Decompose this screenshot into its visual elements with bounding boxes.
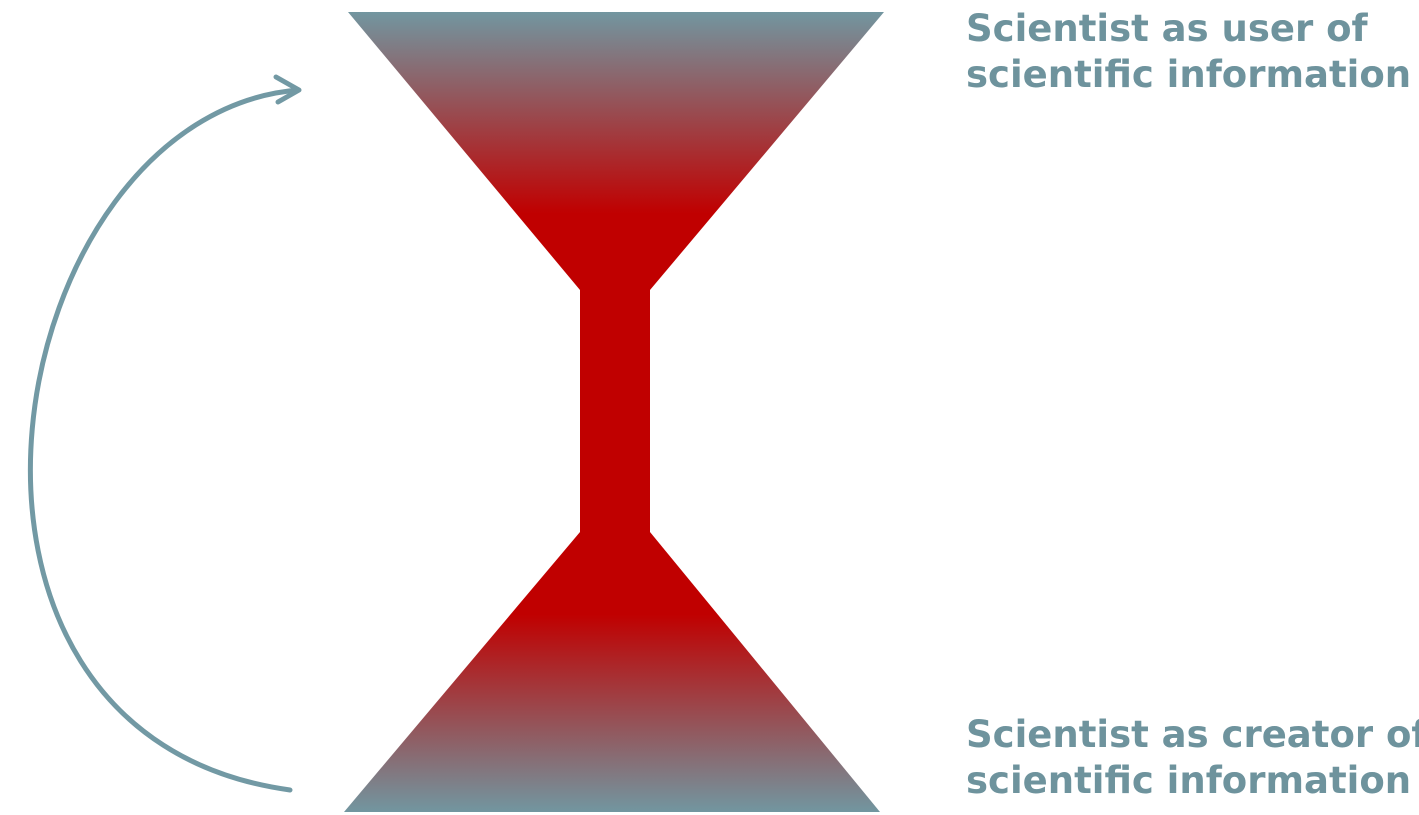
user-label-line1: Scientist as user of	[966, 7, 1368, 50]
user-label-line2: scientific information	[966, 53, 1412, 96]
hourglass-top-funnel	[348, 12, 884, 290]
creator-label: Scientist as creator of scientific infor…	[966, 712, 1419, 804]
hourglass-neck	[580, 286, 650, 536]
cycle-arrow	[27, 87, 301, 793]
creator-label-line1: Scientist as creator of	[966, 713, 1419, 756]
arrowhead-icon	[273, 74, 302, 105]
creator-label-line2: scientific information	[966, 759, 1412, 802]
hourglass-bottom-funnel	[344, 532, 880, 812]
user-label: Scientist as user of scientific informat…	[966, 6, 1416, 98]
